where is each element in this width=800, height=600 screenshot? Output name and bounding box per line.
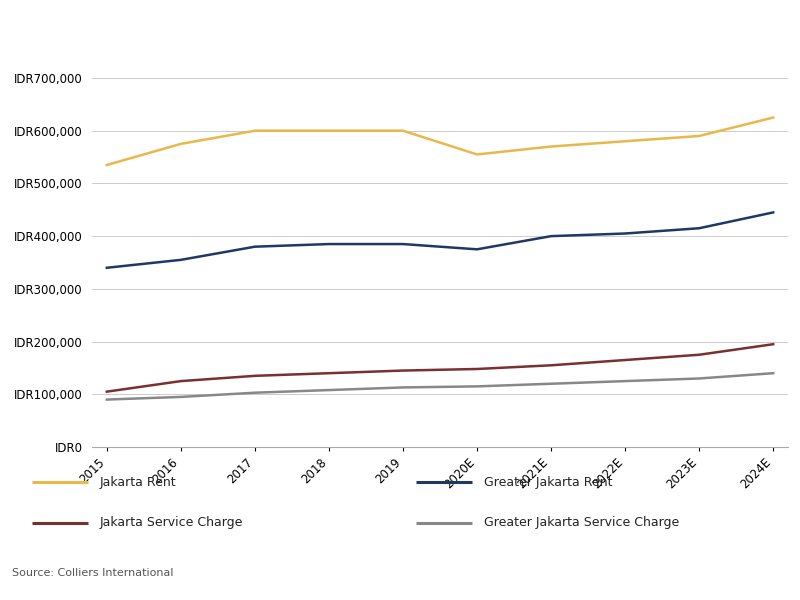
Text: Greater Jakarta Rent: Greater Jakarta Rent — [484, 476, 613, 488]
Text: Rent and Service Charge: Rent and Service Charge — [12, 27, 254, 46]
Text: Source: Colliers International: Source: Colliers International — [12, 568, 174, 578]
Text: Greater Jakarta Service Charge: Greater Jakarta Service Charge — [484, 517, 679, 529]
Text: Jakarta Service Charge: Jakarta Service Charge — [100, 517, 243, 529]
Text: Jakarta Rent: Jakarta Rent — [100, 476, 177, 488]
